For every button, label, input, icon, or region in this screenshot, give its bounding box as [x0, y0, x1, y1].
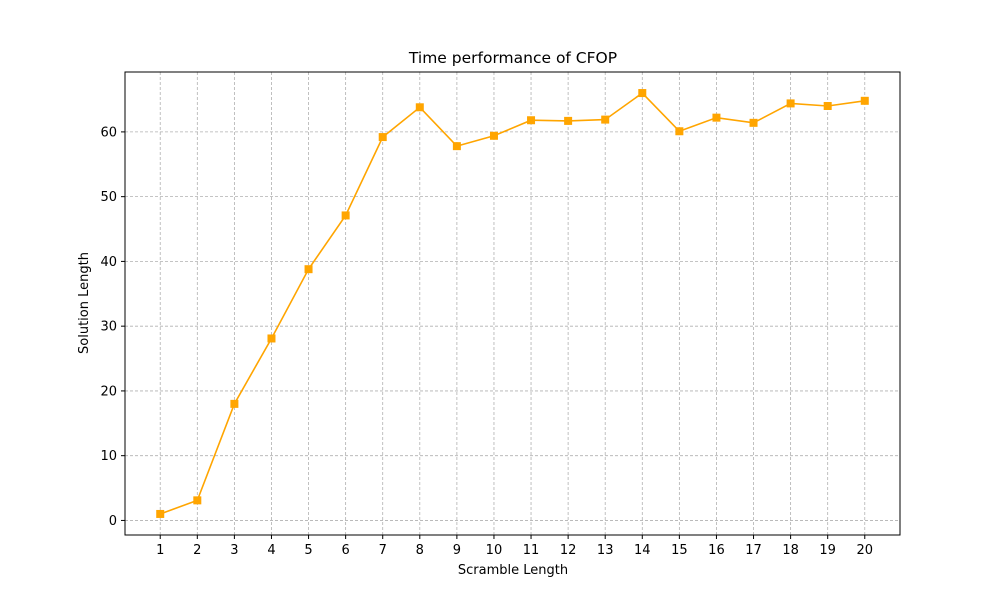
data-point-marker: [304, 265, 313, 274]
grid: [125, 72, 900, 535]
x-tick-label: 11: [523, 543, 540, 558]
data-point-marker: [341, 211, 350, 220]
data-point-marker: [786, 99, 795, 108]
x-tick-label: 7: [379, 543, 387, 558]
x-tick-label: 12: [560, 543, 577, 558]
y-axis-label: Solution Length: [77, 252, 92, 354]
y-tick-label: 60: [100, 125, 117, 140]
data-point-marker: [638, 89, 647, 98]
data-point-marker: [675, 127, 684, 136]
data-point-marker: [749, 118, 758, 127]
x-tick-label: 16: [708, 543, 725, 558]
data-point-marker: [527, 116, 536, 125]
x-tick-label: 15: [671, 543, 688, 558]
x-tick-label: 18: [782, 543, 799, 558]
x-axis-label: Scramble Length: [458, 563, 568, 578]
data-point-marker: [415, 103, 424, 112]
y-tick-label: 10: [100, 449, 117, 464]
axes: 1 2 3 4 5 6 7 8 9 10 11 12 13 14 15 16 17 18 19 20010203040…: [100, 71, 901, 558]
x-tick-label: 19: [819, 543, 836, 558]
x-tick-label: 8: [416, 543, 424, 558]
x-tick-label: 20: [856, 543, 873, 558]
y-tick-label: 30: [100, 320, 117, 335]
x-tick-label: 1: [156, 543, 164, 558]
data-point-marker: [452, 142, 461, 151]
data-point-marker: [193, 496, 202, 505]
x-tick-label: 14: [634, 543, 651, 558]
x-tick-label: 6: [341, 543, 349, 558]
data-point-marker: [823, 101, 832, 110]
x-tick-label: 9: [453, 543, 461, 558]
x-tick-label: 4: [267, 543, 275, 558]
data-point-marker: [267, 334, 276, 343]
y-tick-label: 0: [109, 514, 117, 529]
data-point-marker: [378, 133, 387, 142]
x-tick-label: 10: [486, 543, 503, 558]
data-point-marker: [156, 509, 165, 518]
data-point-marker: [860, 96, 869, 105]
data-point-marker: [489, 131, 498, 140]
data-point-marker: [230, 399, 239, 408]
x-tick-label: 5: [304, 543, 312, 558]
y-tick-label: 40: [100, 255, 117, 270]
plot-frame: [124, 71, 901, 536]
x-tick-label: 3: [230, 543, 238, 558]
data-point-marker: [601, 115, 610, 124]
data-point-marker: [564, 116, 573, 125]
chart-title: Time performance of CFOP: [408, 49, 617, 67]
y-tick-label: 50: [100, 190, 117, 205]
y-tick-label: 20: [100, 384, 117, 399]
data-point-marker: [712, 113, 721, 122]
x-tick-label: 17: [745, 543, 762, 558]
series-line: [159, 91, 865, 515]
series-layer: [156, 89, 869, 518]
x-tick-label: 13: [597, 543, 614, 558]
x-tick-label: 2: [193, 543, 201, 558]
